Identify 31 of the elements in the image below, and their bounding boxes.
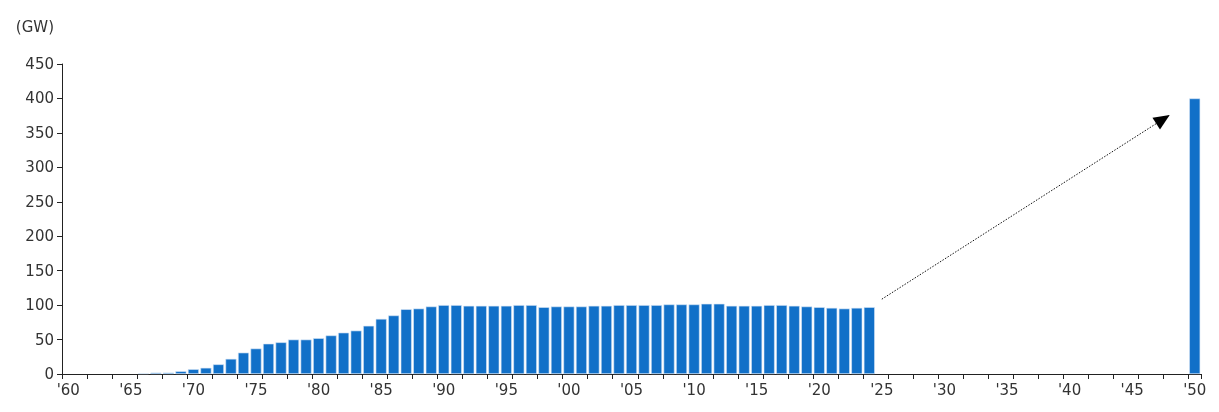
x-tick-label: '80 (306, 380, 331, 399)
x-tick-label: '35 (995, 380, 1019, 399)
y-tick-label: 100 (25, 296, 54, 315)
y-tick-label: 450 (25, 55, 54, 73)
x-tick-label: '15 (745, 380, 769, 399)
y-tick-label: 200 (25, 227, 54, 246)
x-tick-label: '05 (619, 380, 644, 399)
x-tick-label: '50 (1183, 380, 1207, 399)
x-tick-label: '75 (244, 380, 268, 399)
x-tick-label: '95 (494, 380, 518, 399)
x-tick-label: '30 (932, 380, 957, 399)
x-tick-label: '60 (56, 380, 80, 399)
x-tick-label: '25 (870, 380, 894, 399)
x-tick-label: '20 (807, 380, 831, 399)
y-tick-label: 50 (34, 330, 54, 349)
x-tick-label: '90 (432, 380, 456, 399)
y-tick-label: 0 (44, 365, 54, 383)
y-tick-label: 300 (25, 158, 54, 177)
x-tick-label: '10 (682, 380, 706, 399)
bar (1189, 98, 1201, 374)
x-tick-label: '85 (369, 380, 393, 399)
y-tick-label: 350 (25, 123, 54, 142)
x-tick-label: '40 (1057, 380, 1082, 399)
x-tick-label: '45 (1120, 380, 1144, 399)
x-tick-label: '70 (181, 380, 206, 399)
y-tick-label: 150 (25, 261, 54, 280)
y-axis-title: (GW) (15, 17, 54, 36)
x-tick-label: '00 (557, 380, 581, 399)
x-tick-label: '65 (119, 380, 143, 399)
y-tick-label: 250 (25, 192, 54, 211)
y-tick-label: 400 (25, 89, 54, 108)
